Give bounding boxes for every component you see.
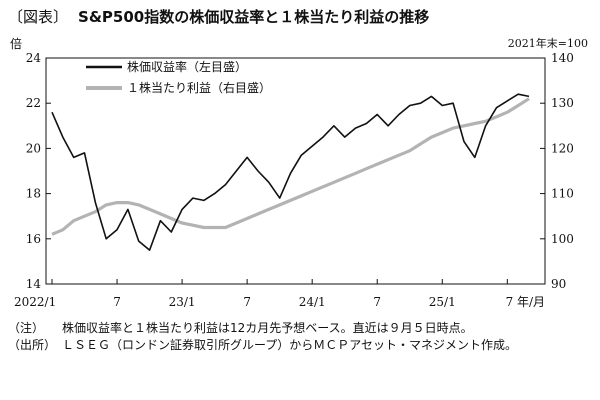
x-tick-label: 7 年/月 <box>506 295 546 309</box>
figure-tag: 〔図表〕 <box>8 8 69 26</box>
right-tick-label: 130 <box>551 96 574 110</box>
x-tick-label: 7 <box>243 295 251 309</box>
x-tick-label: 23/1 <box>169 295 196 309</box>
source-row: （出所） ＬＳＥＧ（ロンドン証券取引所グループ）からＭＣＰアセット・マネジメント… <box>8 337 593 354</box>
right-tick-label: 100 <box>551 232 574 246</box>
chart-title: 〔図表〕 S&P500指数の株価収益率と１株当たり利益の推移 <box>8 6 429 27</box>
right-tick-label: 120 <box>551 141 574 155</box>
footnotes: （注） 株価収益率と１株当たり利益は12カ月先予想ベース。直近は９月５日時点。 … <box>8 320 593 354</box>
right-tick-label: 90 <box>551 277 566 291</box>
left-tick-label: 16 <box>26 232 41 246</box>
right-tick-label: 110 <box>551 187 574 201</box>
eps-series-line <box>51 97 530 236</box>
note-row: （注） 株価収益率と１株当たり利益は12カ月先予想ベース。直近は９月５日時点。 <box>8 320 593 337</box>
x-tick-label: 24/1 <box>299 295 326 309</box>
legend-label-eps: １株当たり利益（右目盛） <box>127 80 271 95</box>
chart-area: 14 16 18 20 22 24 90 100 110 120 130 140 2022/1 7 23/1… <box>14 51 574 309</box>
x-tick-label: 2022/1 <box>14 295 56 309</box>
plot-frame <box>45 57 546 285</box>
axis-layer: 14 16 18 20 22 24 90 100 110 120 130 140 2022/1 7 23/1… <box>14 51 574 309</box>
series-layer <box>51 93 530 251</box>
left-tick-label: 24 <box>26 51 42 65</box>
title-text: S&P500指数の株価収益率と１株当たり利益の推移 <box>78 8 430 26</box>
note-head: （注） <box>8 321 45 335</box>
left-tick-label: 18 <box>26 187 41 201</box>
left-tick-label: 14 <box>26 277 42 291</box>
x-tick-label: 7 <box>373 295 381 309</box>
source-head: （出所） <box>8 338 57 352</box>
right-tick-label: 140 <box>551 51 574 65</box>
source-text: ＬＳＥＧ（ロンドン証券取引所グループ）からＭＣＰアセット・マネジメント作成。 <box>62 338 518 352</box>
legend-label-per: 株価収益率（左目盛） <box>127 59 247 74</box>
x-tick-label: 25/1 <box>429 295 456 309</box>
note-text: 株価収益率と１株当たり利益は12カ月先予想ベース。直近は９月５日時点。 <box>62 321 473 335</box>
legend: 株価収益率（左目盛） １株当たり利益（右目盛） <box>86 59 271 95</box>
left-axis-unit: 倍 <box>10 37 23 51</box>
per-series-line <box>51 93 530 251</box>
left-tick-label: 22 <box>26 96 41 110</box>
left-tick-label: 20 <box>26 141 41 155</box>
x-tick-label: 7 <box>113 295 121 309</box>
right-axis-unit: 2021年末=100 <box>507 37 588 50</box>
